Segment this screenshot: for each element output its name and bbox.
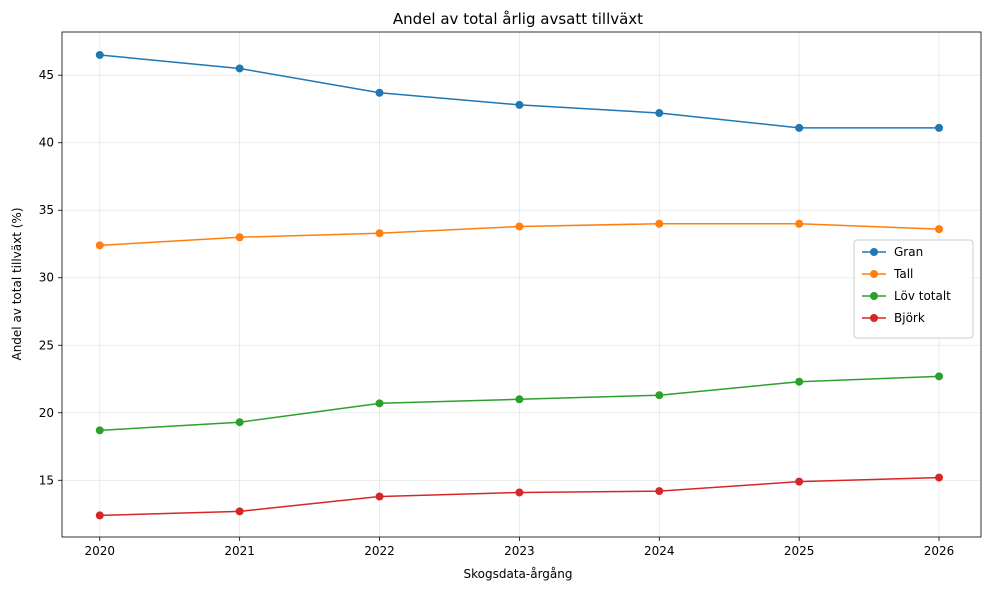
data-point xyxy=(795,377,804,386)
data-point xyxy=(375,88,384,97)
data-point xyxy=(515,488,524,497)
legend-marker xyxy=(870,292,878,300)
legend-marker xyxy=(870,270,878,278)
data-point xyxy=(235,64,244,73)
data-point xyxy=(935,473,944,482)
x-tick-label: 2024 xyxy=(644,544,675,558)
data-point xyxy=(375,492,384,501)
data-point xyxy=(235,418,244,427)
data-point xyxy=(515,395,524,404)
y-tick-label: 30 xyxy=(39,271,54,285)
x-tick-label: 2026 xyxy=(924,544,955,558)
data-point xyxy=(935,372,944,381)
legend-label: Björk xyxy=(894,311,925,325)
data-point xyxy=(235,233,244,242)
legend-box xyxy=(853,239,974,339)
data-point xyxy=(375,229,384,238)
series-tall xyxy=(95,219,944,250)
data-point xyxy=(235,507,244,516)
series-layer xyxy=(95,50,944,520)
series-gran xyxy=(95,50,944,132)
x-tick-label: 2023 xyxy=(504,544,535,558)
chart-title: Andel av total årlig avsatt tillväxt xyxy=(393,10,643,28)
legend-item: Tall xyxy=(862,267,913,281)
y-tick-label: 20 xyxy=(39,406,54,420)
data-point xyxy=(515,222,524,231)
data-point xyxy=(795,123,804,132)
data-point xyxy=(795,477,804,486)
data-point xyxy=(375,399,384,408)
y-tick-label: 25 xyxy=(39,338,54,352)
data-point xyxy=(795,219,804,228)
y-tick-label: 15 xyxy=(39,473,54,487)
x-tick-label: 2020 xyxy=(84,544,115,558)
x-axis-label: Skogsdata-årgång xyxy=(464,567,573,581)
legend-marker xyxy=(870,248,878,256)
legend-item: Björk xyxy=(862,311,925,325)
data-point xyxy=(655,219,664,228)
data-point xyxy=(95,426,104,435)
legend-item: Gran xyxy=(862,245,923,259)
y-tick-label: 35 xyxy=(39,203,54,217)
y-axis-label: Andel av total tillväxt (%) xyxy=(10,207,24,360)
data-point xyxy=(935,123,944,132)
data-point xyxy=(515,100,524,109)
data-point xyxy=(655,487,664,496)
axis-ticks: 2020 2021 2022 2023 2024 2025 2026152025303540… xyxy=(39,68,955,558)
data-point xyxy=(95,511,104,520)
y-tick-label: 40 xyxy=(39,136,54,150)
grid xyxy=(62,32,981,537)
legend-label: Tall xyxy=(893,267,913,281)
x-tick-label: 2025 xyxy=(784,544,815,558)
series-löv-totalt xyxy=(95,372,944,435)
plot-frame xyxy=(61,31,982,538)
x-tick-label: 2022 xyxy=(364,544,395,558)
x-tick-label: 2021 xyxy=(224,544,255,558)
series-björk xyxy=(95,473,944,520)
y-tick-label: 45 xyxy=(39,68,54,82)
data-point xyxy=(655,391,664,400)
legend-label: Löv totalt xyxy=(894,289,951,303)
data-point xyxy=(95,241,104,250)
legend-item: Löv totalt xyxy=(862,289,951,303)
data-point xyxy=(95,50,104,59)
legend: Gran Tall Löv totalt Björk xyxy=(853,239,974,339)
data-point xyxy=(655,109,664,118)
legend-marker xyxy=(870,314,878,322)
data-point xyxy=(935,225,944,234)
legend-label: Gran xyxy=(894,245,923,259)
